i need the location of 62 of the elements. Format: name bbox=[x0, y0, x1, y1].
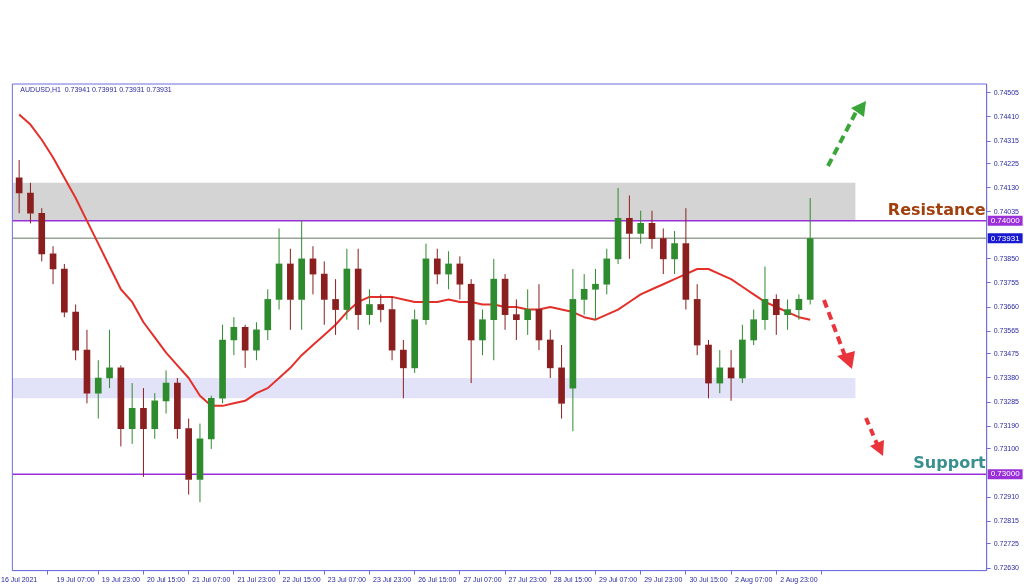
candlestick bbox=[682, 207, 690, 311]
candlestick bbox=[377, 293, 385, 323]
candlestick bbox=[580, 273, 588, 316]
candlestick bbox=[72, 303, 79, 361]
candlestick bbox=[693, 283, 701, 356]
candlestick bbox=[592, 268, 599, 321]
candlestick bbox=[569, 268, 577, 432]
candlestick bbox=[400, 339, 407, 399]
candlestick bbox=[343, 248, 351, 321]
candlestick bbox=[501, 273, 509, 331]
candlestick bbox=[106, 329, 113, 389]
candlestick bbox=[671, 230, 678, 275]
candlestick bbox=[772, 293, 780, 336]
ref-line-label: 0.73931 bbox=[990, 233, 1021, 243]
candlestick bbox=[332, 278, 339, 336]
candlestick bbox=[524, 288, 531, 336]
candlestick bbox=[716, 349, 724, 394]
candlestick bbox=[253, 321, 260, 361]
candlestick bbox=[433, 248, 441, 285]
candlestick bbox=[784, 298, 791, 331]
candlestick bbox=[626, 195, 633, 260]
candlestick bbox=[140, 387, 147, 478]
candlestick bbox=[94, 359, 102, 420]
candlestick bbox=[479, 309, 486, 356]
candlestick bbox=[546, 329, 554, 379]
candlestick bbox=[320, 260, 328, 326]
candlestick bbox=[366, 288, 373, 326]
candlestick bbox=[513, 298, 520, 341]
candlestick bbox=[445, 250, 452, 290]
candlestick bbox=[648, 210, 656, 250]
candlestick bbox=[637, 210, 645, 245]
candlestick bbox=[806, 197, 814, 305]
candlestick bbox=[219, 324, 226, 404]
candlestick bbox=[705, 339, 712, 399]
candlestick bbox=[27, 182, 34, 224]
candlestick bbox=[467, 278, 475, 384]
candlestick bbox=[659, 227, 667, 275]
candlestick bbox=[750, 309, 758, 346]
candlestick bbox=[174, 377, 181, 440]
candlestick bbox=[490, 258, 498, 361]
candlestick bbox=[128, 382, 136, 445]
candlestick bbox=[83, 329, 91, 404]
candlestick bbox=[795, 293, 803, 321]
candlestick bbox=[739, 324, 746, 384]
candlestick bbox=[411, 309, 418, 374]
annotation: Resistance bbox=[887, 200, 986, 220]
candlestick bbox=[558, 344, 565, 420]
candlestick bbox=[761, 265, 769, 331]
candlestick bbox=[151, 392, 159, 440]
candlestick bbox=[298, 220, 305, 331]
candlestick bbox=[185, 418, 192, 496]
candlestick bbox=[15, 159, 23, 214]
candlestick bbox=[264, 288, 272, 341]
ref-line-label: 0.74000 bbox=[990, 216, 1021, 226]
candlestick bbox=[287, 248, 294, 331]
candlestick bbox=[614, 187, 622, 265]
candlestick bbox=[61, 263, 68, 318]
ref-line-label: 0.73000 bbox=[990, 469, 1021, 479]
candlestick bbox=[603, 248, 611, 295]
candlestick bbox=[196, 423, 204, 503]
candlestick bbox=[354, 248, 362, 331]
annotation: Support bbox=[913, 453, 987, 473]
